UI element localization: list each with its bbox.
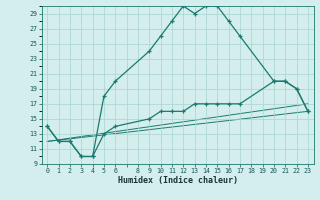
X-axis label: Humidex (Indice chaleur): Humidex (Indice chaleur) <box>118 176 237 185</box>
